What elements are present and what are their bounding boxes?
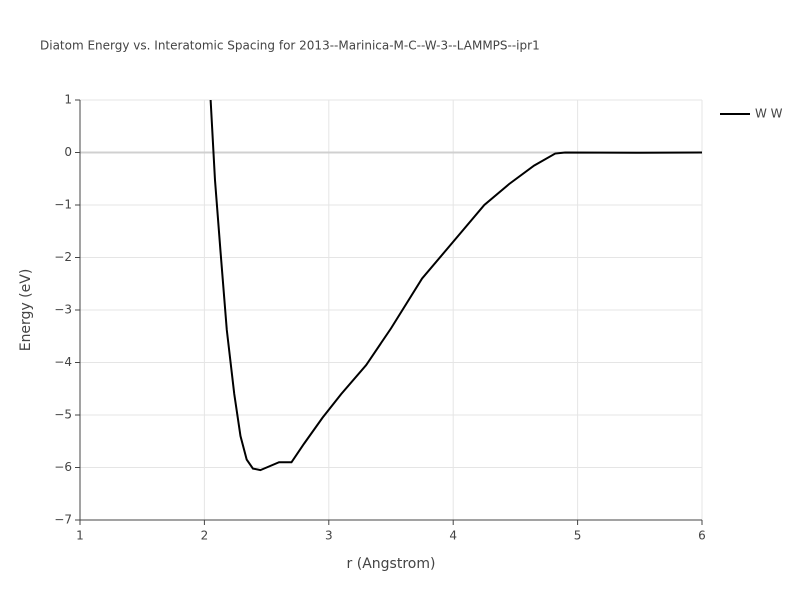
x-tick-label: 3 xyxy=(325,529,333,543)
y-tick-label: −1 xyxy=(54,198,72,212)
legend-label: W W xyxy=(755,107,783,121)
y-axis-label: Energy (eV) xyxy=(18,269,34,352)
x-tick-label: 4 xyxy=(449,529,457,543)
chart-title: Diatom Energy vs. Interatomic Spacing fo… xyxy=(40,39,540,53)
x-tick-label: 5 xyxy=(574,529,582,543)
x-tick-label: 2 xyxy=(201,529,209,543)
y-tick-label: 0 xyxy=(64,145,72,159)
x-tick-label: 1 xyxy=(76,529,84,543)
x-axis-label: r (Angstrom) xyxy=(347,556,436,572)
y-tick-label: −4 xyxy=(54,355,72,369)
x-tick-label: 6 xyxy=(698,529,706,543)
data-line xyxy=(209,100,702,472)
y-tick-label: −3 xyxy=(54,303,72,317)
y-tick-label: −6 xyxy=(54,460,72,474)
y-tick-label: −2 xyxy=(54,250,72,264)
y-tick-label: −7 xyxy=(54,513,72,527)
y-tick-label: −5 xyxy=(54,408,72,422)
y-tick-label: 1 xyxy=(64,93,72,107)
